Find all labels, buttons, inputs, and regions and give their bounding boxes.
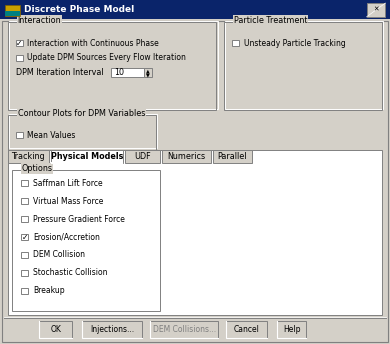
Text: ✓: ✓ bbox=[22, 233, 28, 241]
Bar bbox=[125, 150, 160, 163]
Bar bbox=[39, 321, 72, 338]
Text: Particle Treatment: Particle Treatment bbox=[234, 16, 307, 25]
Text: Unsteady Particle Tracking: Unsteady Particle Tracking bbox=[244, 39, 346, 47]
Bar bbox=[226, 321, 267, 338]
Bar bbox=[16, 40, 23, 46]
Bar bbox=[82, 321, 142, 338]
Text: DEM Collision: DEM Collision bbox=[33, 250, 85, 259]
Bar bbox=[8, 115, 156, 150]
Bar bbox=[5, 11, 20, 16]
Bar bbox=[162, 150, 211, 163]
Bar bbox=[16, 55, 23, 61]
Bar bbox=[144, 68, 152, 77]
Bar bbox=[21, 288, 28, 294]
Bar bbox=[224, 22, 382, 110]
Text: ▲: ▲ bbox=[146, 68, 150, 73]
Bar bbox=[21, 216, 28, 222]
Bar bbox=[16, 132, 23, 138]
Bar bbox=[21, 270, 28, 276]
Bar bbox=[367, 3, 385, 17]
Bar bbox=[21, 180, 28, 186]
Bar bbox=[8, 150, 382, 315]
Text: 10: 10 bbox=[114, 68, 124, 77]
Text: Options: Options bbox=[21, 164, 52, 173]
Text: Parallel: Parallel bbox=[217, 152, 247, 161]
Bar bbox=[13, 169, 161, 310]
Bar bbox=[51, 150, 123, 163]
Bar bbox=[21, 234, 28, 240]
Text: Cancel: Cancel bbox=[234, 325, 260, 334]
Text: ✕: ✕ bbox=[373, 7, 379, 13]
Bar bbox=[232, 40, 239, 46]
Bar bbox=[8, 22, 216, 110]
Text: DPM Iteration Interval: DPM Iteration Interval bbox=[16, 68, 103, 77]
Text: Virtual Mass Force: Virtual Mass Force bbox=[33, 197, 103, 206]
Text: Stochastic Collision: Stochastic Collision bbox=[33, 268, 108, 277]
Text: ✓: ✓ bbox=[16, 39, 22, 47]
Bar bbox=[21, 198, 28, 204]
Text: Discrete Phase Model: Discrete Phase Model bbox=[24, 5, 135, 14]
Text: Contour Plots for DPM Variables: Contour Plots for DPM Variables bbox=[18, 109, 145, 118]
Bar bbox=[226, 321, 267, 338]
Bar bbox=[150, 321, 218, 338]
Bar bbox=[39, 321, 72, 338]
Bar bbox=[9, 21, 218, 109]
Bar bbox=[9, 114, 157, 148]
Text: Pressure Gradient Force: Pressure Gradient Force bbox=[33, 215, 125, 224]
Text: Help: Help bbox=[283, 325, 300, 334]
Text: Erosion/Accretion: Erosion/Accretion bbox=[33, 233, 100, 241]
Text: Physical Models: Physical Models bbox=[51, 152, 123, 161]
Bar bbox=[277, 321, 306, 338]
Bar bbox=[111, 68, 144, 77]
Bar bbox=[277, 321, 306, 338]
Text: DEM Collisions...: DEM Collisions... bbox=[153, 325, 216, 334]
Text: Interaction: Interaction bbox=[18, 16, 61, 25]
Bar bbox=[8, 150, 49, 163]
Text: Injections...: Injections... bbox=[90, 325, 134, 334]
Text: ▼: ▼ bbox=[146, 72, 150, 77]
Bar bbox=[5, 5, 20, 16]
Text: UDF: UDF bbox=[134, 152, 151, 161]
Bar bbox=[213, 150, 252, 163]
Bar bbox=[225, 21, 383, 109]
Text: Breakup: Breakup bbox=[33, 286, 65, 295]
Bar bbox=[82, 321, 142, 338]
Text: Numerics: Numerics bbox=[167, 152, 205, 161]
Bar bbox=[0, 0, 390, 19]
Bar bbox=[21, 252, 28, 258]
Text: Tracking: Tracking bbox=[11, 152, 45, 161]
Text: OK: OK bbox=[50, 325, 61, 334]
Text: Interaction with Continuous Phase: Interaction with Continuous Phase bbox=[27, 39, 159, 47]
Bar bbox=[12, 170, 160, 311]
Bar bbox=[150, 321, 218, 338]
Text: Saffman Lift Force: Saffman Lift Force bbox=[33, 179, 103, 188]
Text: Mean Values: Mean Values bbox=[27, 131, 76, 140]
Text: Update DPM Sources Every Flow Iteration: Update DPM Sources Every Flow Iteration bbox=[27, 53, 186, 62]
